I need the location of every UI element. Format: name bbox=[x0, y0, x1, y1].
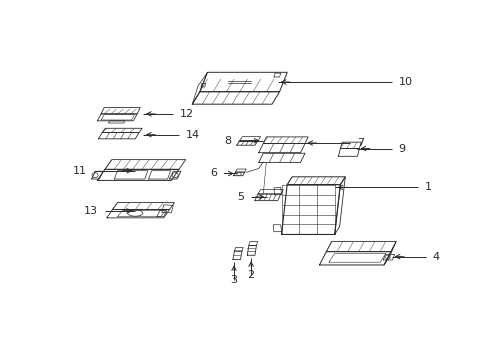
Text: 6: 6 bbox=[211, 168, 218, 179]
Text: 1: 1 bbox=[425, 183, 432, 192]
Text: 8: 8 bbox=[224, 136, 231, 146]
Text: 9: 9 bbox=[398, 144, 406, 153]
Text: 3: 3 bbox=[230, 275, 238, 285]
Text: 10: 10 bbox=[398, 77, 413, 87]
Text: 4: 4 bbox=[433, 252, 440, 262]
Text: 5: 5 bbox=[237, 192, 245, 202]
Text: 11: 11 bbox=[73, 166, 87, 176]
Text: 7: 7 bbox=[357, 138, 364, 148]
Text: 12: 12 bbox=[180, 109, 194, 119]
Text: 13: 13 bbox=[84, 206, 98, 216]
Text: 14: 14 bbox=[186, 130, 200, 140]
Text: 2: 2 bbox=[247, 270, 255, 280]
